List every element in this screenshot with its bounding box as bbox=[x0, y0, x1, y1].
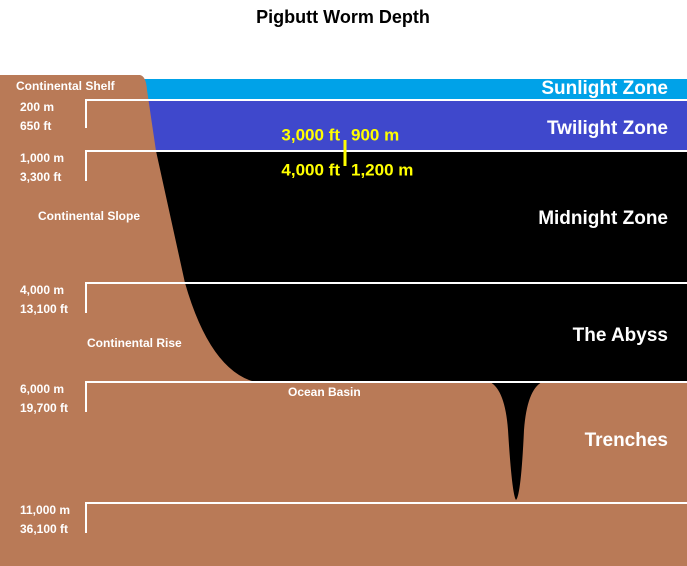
worm-upper-meters: 900 m bbox=[351, 125, 399, 144]
depth-line bbox=[85, 99, 687, 128]
worm-lower-meters: 1,200 m bbox=[351, 160, 413, 179]
zone-label: Sunlight Zone bbox=[541, 78, 668, 99]
depth-meters: 4,000 m bbox=[20, 283, 64, 297]
depth-feet: 13,100 ft bbox=[20, 302, 68, 316]
title: Pigbutt Worm Depth bbox=[256, 7, 430, 27]
feature-label: Continental Slope bbox=[38, 209, 140, 223]
zone-label: Trenches bbox=[585, 430, 668, 451]
worm-lower-feet: 4,000 ft bbox=[281, 160, 340, 179]
depth-line bbox=[85, 502, 687, 533]
trench bbox=[490, 382, 542, 500]
depth-feet: 650 ft bbox=[20, 119, 51, 133]
depth-meters: 1,000 m bbox=[20, 151, 64, 165]
depth-feet: 36,100 ft bbox=[20, 522, 68, 536]
sunlight-band bbox=[0, 79, 687, 100]
feature-label: Continental Shelf bbox=[16, 79, 116, 93]
feature-label: Ocean Basin bbox=[288, 385, 361, 399]
worm-upper-feet: 3,000 ft bbox=[281, 125, 340, 144]
depth-line bbox=[85, 282, 687, 313]
depth-feet: 3,300 ft bbox=[20, 170, 61, 184]
depth-feet: 19,700 ft bbox=[20, 401, 68, 415]
depth-line bbox=[85, 150, 687, 181]
depth-line bbox=[85, 381, 687, 412]
feature-label: Continental Rise bbox=[87, 336, 182, 350]
seafloor bbox=[0, 382, 687, 566]
continental-land bbox=[0, 75, 255, 382]
depth-meters: 11,000 m bbox=[20, 503, 70, 517]
zone-label: The Abyss bbox=[573, 325, 668, 346]
depth-meters: 200 m bbox=[20, 100, 54, 114]
depth-meters: 6,000 m bbox=[20, 382, 64, 396]
zone-label: Midnight Zone bbox=[538, 208, 668, 229]
zone-label: Twilight Zone bbox=[547, 118, 668, 139]
